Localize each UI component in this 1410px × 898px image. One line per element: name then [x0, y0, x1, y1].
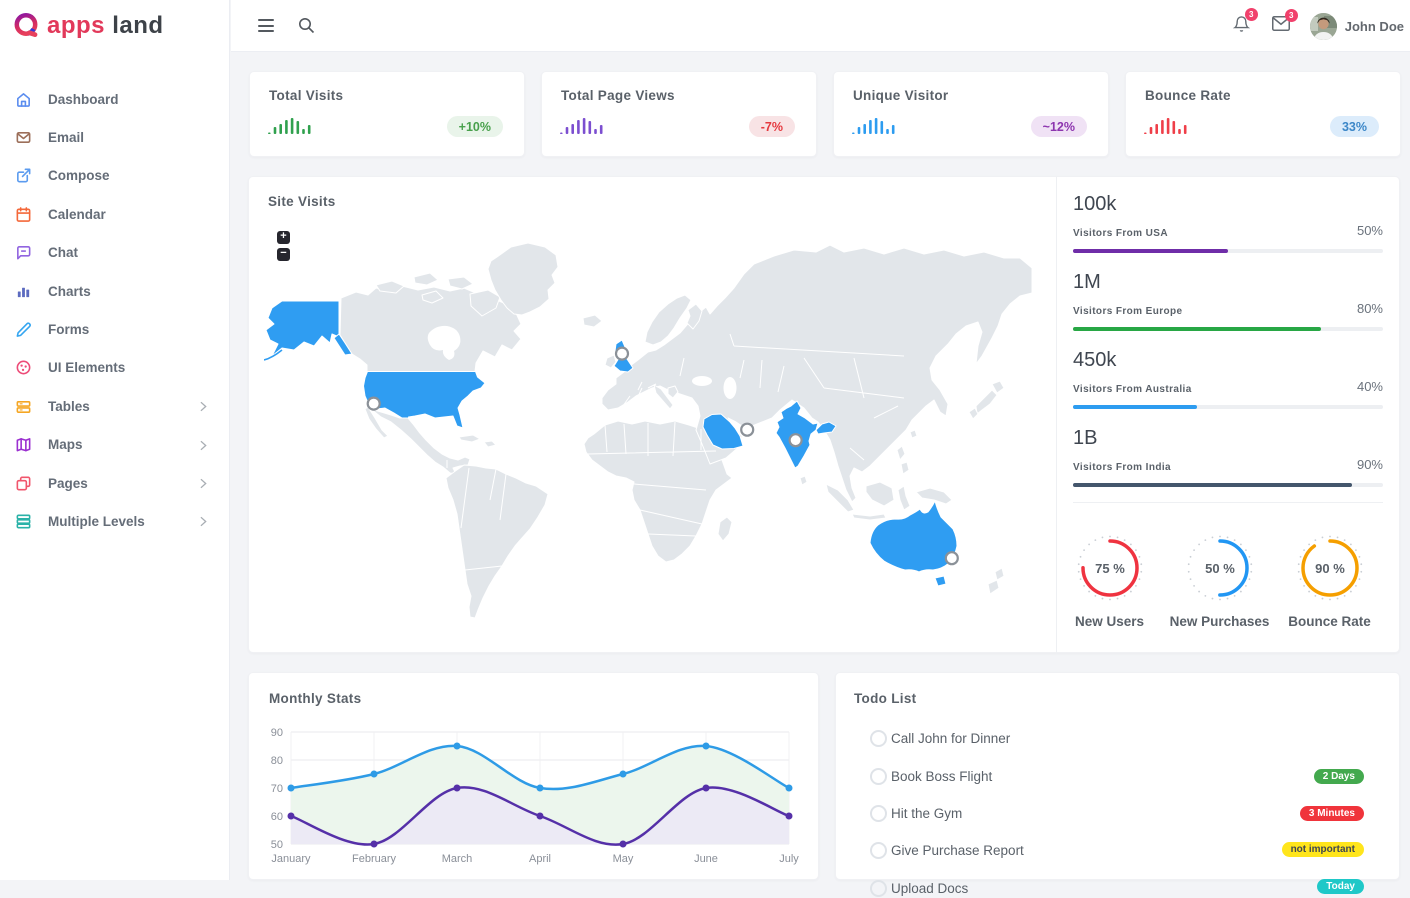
- svg-text:February: February: [352, 853, 397, 865]
- svg-text:June: June: [694, 853, 718, 865]
- svg-text:60: 60: [271, 811, 283, 823]
- svg-text:May: May: [613, 853, 634, 865]
- svg-text:50: 50: [271, 839, 283, 851]
- svg-text:75 %: 75 %: [1095, 561, 1125, 576]
- svg-text:March: March: [442, 853, 473, 865]
- svg-text:January: January: [271, 853, 311, 865]
- svg-text:70: 70: [271, 783, 283, 795]
- svg-text:80: 80: [271, 755, 283, 767]
- svg-text:50 %: 50 %: [1205, 561, 1235, 576]
- svg-text:90 %: 90 %: [1315, 561, 1345, 576]
- svg-text:July: July: [779, 853, 799, 865]
- svg-text:90: 90: [271, 727, 283, 739]
- svg-text:April: April: [529, 853, 551, 865]
